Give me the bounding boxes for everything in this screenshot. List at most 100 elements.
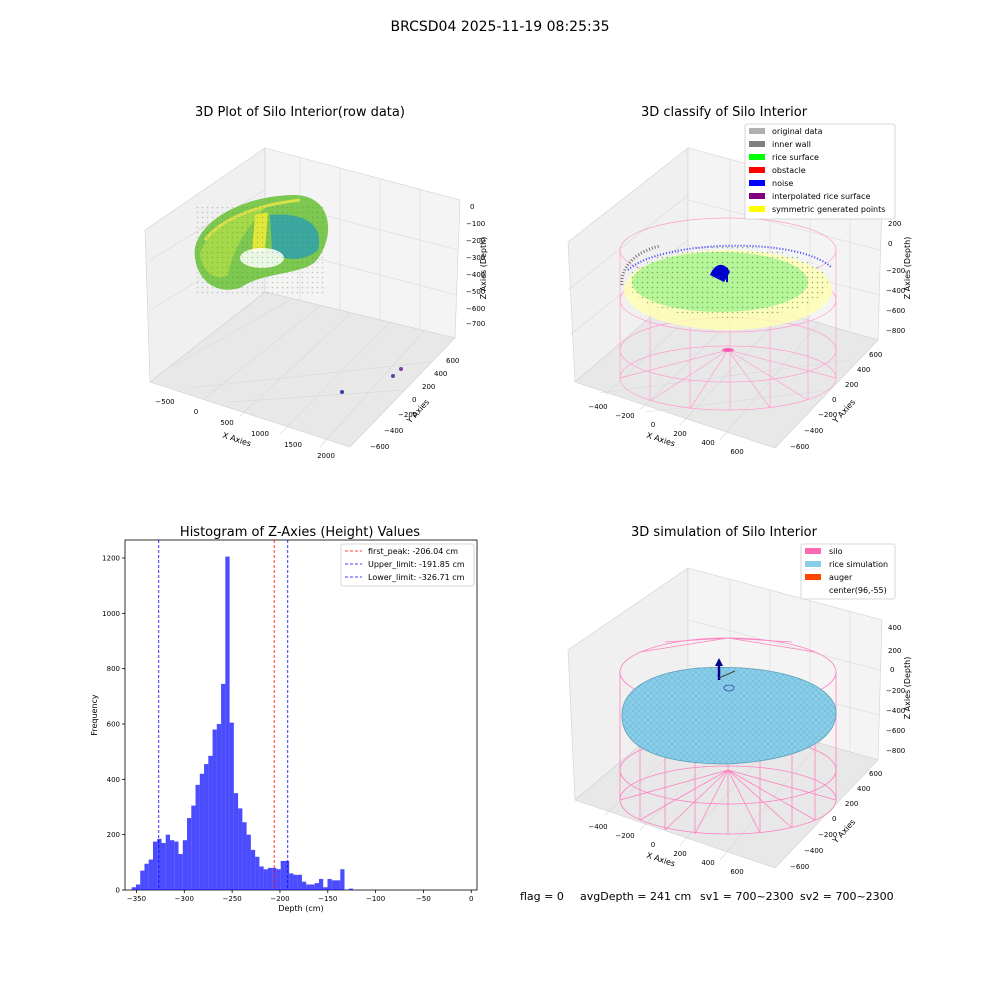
panel-classify-3d: 3D classify of Silo Interior [567, 105, 912, 456]
status-sv2: sv2 = 700~2300 [800, 890, 894, 903]
raw-y-tick: 0 [412, 396, 416, 404]
legend-label-center: center(96,-55) [829, 586, 887, 595]
histogram-x-tick-label: −300 [175, 895, 194, 903]
legend-label-obstacle: obstacle [772, 166, 806, 175]
raw-x-tick: 1000 [251, 430, 269, 438]
histogram-x-ticks: −350 −300 −250 −200 −150 −100 −50 0 [127, 890, 473, 903]
simulation-z-tick: 200 [888, 647, 901, 655]
classify-x-tick: 400 [701, 439, 714, 447]
histogram-panel: Histogram of Z-Axies (Height) Values −35… [90, 525, 478, 913]
simulation-x-tick: 400 [701, 859, 714, 867]
simulation-z-tick: −400 [886, 707, 905, 715]
histogram-bar [331, 880, 337, 890]
status-sv1: sv1 = 700~2300 [700, 890, 794, 903]
classify-z-tick: −600 [886, 307, 905, 315]
histogram-title: Histogram of Z-Axies (Height) Values [180, 525, 420, 540]
histogram-bar [144, 863, 149, 890]
histogram-bar [165, 834, 171, 890]
simulation-x-tick: 600 [730, 868, 743, 876]
raw-outlier-point [399, 367, 403, 371]
classify-z-label: Z Axies (Depth) [903, 237, 912, 300]
histogram-bar [336, 880, 341, 890]
histogram-bar [170, 840, 175, 890]
classify-y-tick: 200 [845, 381, 858, 389]
histogram-bar [259, 866, 264, 890]
legend-swatch-interpolated [749, 193, 765, 199]
simulation-z-tick: 0 [890, 666, 894, 674]
histogram-bar [289, 873, 294, 890]
legend-swatch-rice-surface [749, 154, 765, 160]
classify-panel-title: 3D classify of Silo Interior [641, 105, 808, 120]
classify-y-tick: 400 [857, 366, 870, 374]
histogram-bar [276, 869, 281, 890]
simulation-y-tick: −400 [804, 847, 823, 855]
histogram-bar [140, 870, 145, 890]
histogram-bar [255, 856, 260, 890]
histogram-y-tick-label: 1200 [102, 554, 120, 562]
legend-swatch-noise [749, 180, 765, 186]
histogram-bar [327, 878, 332, 890]
histogram-bar [135, 884, 141, 890]
simulation-y-tick: −200 [818, 831, 837, 839]
histogram-plot-area [124, 539, 478, 891]
histogram-y-tick-label: 200 [107, 831, 120, 839]
histogram-bar [221, 683, 226, 890]
legend-label-inner-wall: inner wall [772, 140, 811, 149]
raw-z-tick: −500 [466, 288, 485, 296]
histogram-x-tick-label: −50 [416, 895, 431, 903]
status-avg-depth: avgDepth = 241 cm [580, 890, 691, 903]
legend-label-rice-surface: rice surface [772, 153, 819, 162]
classify-x-tick: 200 [673, 430, 686, 438]
simulation-z-tick: −200 [886, 687, 905, 695]
histogram-bar [178, 854, 183, 890]
classify-z-tick: 0 [888, 240, 892, 248]
raw-z-tick: −400 [466, 271, 485, 279]
raw-z-tick: −600 [466, 305, 485, 313]
histogram-bars [131, 556, 354, 890]
histogram-x-tick-label: 0 [469, 895, 473, 903]
raw-z-tick: −200 [466, 237, 485, 245]
histogram-y-tick-label: 400 [107, 776, 120, 784]
histogram-bar [242, 822, 247, 890]
figure-suptitle: BRCSD04 2025-11-19 08:25:35 [390, 19, 609, 35]
histogram-bar [131, 887, 136, 890]
histogram-x-tick-label: −350 [127, 895, 146, 903]
simulation-y-tick: 400 [857, 785, 870, 793]
histogram-x-tick-label: −150 [318, 895, 337, 903]
panel-raw-3d: 3D Plot of Silo Interior(row data) [144, 105, 488, 460]
raw-panel-title: 3D Plot of Silo Interior(row data) [195, 105, 405, 120]
raw-x-label: X Axies [221, 431, 252, 449]
histogram-bar [204, 764, 209, 890]
raw-z-tick: −700 [466, 320, 485, 328]
histogram-bar [293, 874, 298, 890]
simulation-x-tick: 200 [673, 850, 686, 858]
histogram-bar [182, 840, 188, 890]
legend-label-interpolated: interpolated rice surface [772, 192, 870, 201]
histogram-bar [301, 881, 307, 890]
raw-x-tick: 2000 [317, 452, 335, 460]
classify-y-tick: 600 [869, 351, 882, 359]
histogram-x-tick-label: −250 [223, 895, 242, 903]
legend-swatch-center [805, 587, 821, 593]
classify-y-tick: −600 [790, 443, 809, 451]
simulation-y-tick: 0 [832, 815, 836, 823]
raw-x-tick: −500 [155, 398, 174, 406]
histogram-bar [246, 834, 251, 890]
raw-y-tick: 400 [434, 370, 447, 378]
legend-swatch-auger [805, 574, 821, 580]
simulation-z-tick: 400 [888, 624, 901, 632]
classify-z-tick: −200 [886, 267, 905, 275]
histogram-bar [314, 883, 319, 890]
histogram-y-ticks: 0 200 400 600 800 1000 1200 [102, 554, 125, 895]
raw-y-tick: 600 [446, 357, 459, 365]
histogram-vlines [158, 540, 289, 890]
classify-y-tick: 0 [832, 396, 836, 404]
histogram-y-tick-label: 800 [107, 665, 120, 673]
histogram-bar [323, 887, 328, 890]
legend-label-symmetric: symmetric generated points [772, 205, 885, 214]
histogram-bar [225, 556, 230, 890]
histogram-y-tick-label: 600 [107, 720, 120, 728]
histogram-bar [272, 867, 277, 890]
raw-x-tick: 500 [220, 419, 233, 427]
